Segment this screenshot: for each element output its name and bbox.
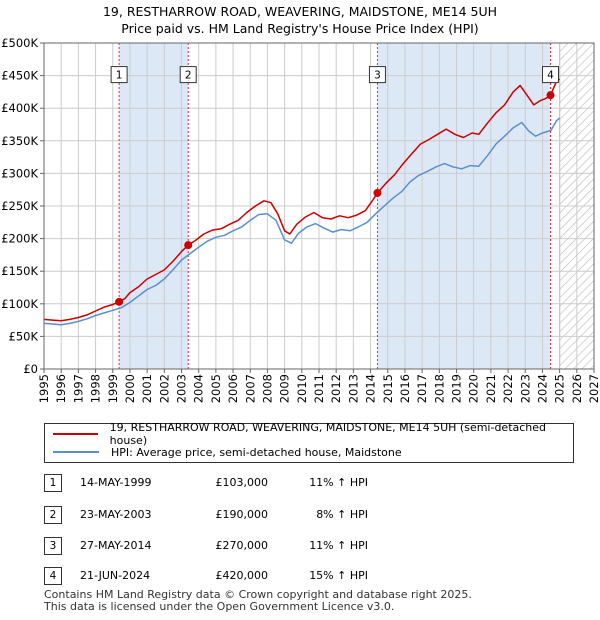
sale-label-box [368, 66, 386, 84]
transaction-hpi: 11% ↑ HPI [309, 476, 368, 489]
transaction-price: £190,000 [215, 508, 269, 521]
x-tick-label: 2022 [501, 374, 515, 403]
transaction-date: 27-MAY-2014 [80, 539, 152, 552]
sale-label-box [179, 66, 197, 84]
x-tick-label: 2010 [295, 374, 309, 403]
chart-legend: 19, RESTHARROW ROAD, WEAVERING, MAIDSTON… [44, 421, 574, 463]
transaction-price: £103,000 [215, 476, 269, 489]
sale-label-text: 3 [374, 70, 381, 82]
table-row: 1 14-MAY-1999 £103,000 11% ↑ HPI [44, 474, 574, 494]
transaction-hpi: 8% ↑ HPI [316, 508, 368, 521]
sale-point [546, 91, 555, 100]
transaction-number: 2 [44, 506, 62, 524]
y-tick-label: £100K [1, 297, 38, 311]
transaction-number: 1 [44, 474, 62, 492]
x-tick-label: 2025 [553, 374, 567, 403]
x-tick-label: 1995 [37, 374, 51, 403]
price-chart: 1 2 3 4 £0 £50K £100K £150K £200K £250K £300K £350K… [1, 36, 600, 403]
transaction-date: 23-MAY-2003 [80, 508, 152, 521]
chart-title-line2: Price paid vs. HM Land Registry's House … [121, 21, 479, 36]
x-tick-label: 2011 [312, 374, 326, 403]
sale-point [115, 297, 124, 306]
x-tick-label: 1998 [89, 374, 103, 403]
sale-label-text: 2 [185, 70, 192, 82]
x-tick-label: 2008 [260, 374, 274, 403]
x-tick-label: 1996 [54, 374, 68, 403]
x-tick-label: 2013 [346, 374, 360, 403]
y-tick-label: £0 [23, 362, 38, 376]
sale-label-text: 1 [116, 70, 123, 82]
x-tick-label: 2021 [484, 374, 498, 403]
transaction-price: £270,000 [215, 539, 269, 552]
y-tick-label: £350K [1, 134, 38, 148]
transaction-date: 21-JUN-2024 [80, 569, 151, 582]
footer-licence: This data is licensed under the Open Gov… [44, 600, 395, 613]
sale-label-box [542, 66, 560, 84]
y-tick-label: £400K [1, 101, 38, 115]
table-row: 4 21-JUN-2024 £420,000 15% ↑ HPI [44, 567, 574, 587]
x-tick-label: 2015 [381, 374, 395, 403]
x-tick-label: 2024 [535, 374, 549, 403]
legend-hpi-swatch [53, 451, 99, 453]
x-tick-label: 2005 [209, 374, 223, 403]
x-tick-label: 1999 [106, 374, 120, 403]
x-tick-label: 2007 [243, 374, 257, 403]
table-row: 3 27-MAY-2014 £270,000 11% ↑ HPI [44, 537, 574, 557]
transaction-date: 14-MAY-1999 [80, 476, 152, 489]
x-tick-label: 2019 [450, 374, 464, 403]
x-tick-label: 2000 [123, 374, 137, 403]
y-tick-label: £250K [1, 199, 38, 213]
x-tick-label: 2018 [432, 374, 446, 403]
x-tick-label: 2004 [192, 374, 206, 403]
table-row: 2 23-MAY-2003 £190,000 8% ↑ HPI [44, 506, 574, 526]
y-tick-label: £50K [9, 329, 39, 343]
x-tick-label: 2003 [175, 374, 189, 403]
x-tick-label: 2017 [415, 374, 429, 403]
x-tick-label: 2001 [140, 374, 154, 403]
legend-property-label: 19, RESTHARROW ROAD, WEAVERING, MAIDSTON… [109, 421, 547, 447]
sale-point [373, 188, 382, 197]
x-tick-label: 2016 [398, 374, 412, 403]
x-tick-label: 2020 [467, 374, 481, 403]
hpi-line [43, 117, 561, 326]
transaction-price: £420,000 [215, 569, 269, 582]
legend-property-swatch [53, 433, 98, 435]
footer-copyright: Contains HM Land Registry data © Crown c… [44, 588, 472, 601]
x-tick-label: 2027 [587, 374, 600, 403]
footer: Contains HM Land Registry data © Crown c… [44, 589, 472, 613]
x-tick-label: 2026 [570, 374, 584, 403]
transaction-number: 3 [44, 537, 62, 555]
sale-label-box [110, 66, 128, 84]
x-tick-label: 2009 [278, 374, 292, 403]
property-price-line [43, 78, 561, 322]
y-tick-label: £450K [1, 69, 38, 83]
x-tick-label: 2012 [329, 374, 343, 403]
y-tick-label: £200K [1, 232, 38, 246]
x-tick-label: 1997 [71, 374, 85, 403]
x-tick-label: 2006 [226, 374, 240, 403]
legend-item-hpi: HPI: Average price, semi-detached house,… [53, 444, 402, 460]
y-tick-label: £150K [1, 264, 38, 278]
x-tick-label: 2023 [518, 374, 532, 403]
sale-point [184, 241, 193, 250]
legend-item-property: 19, RESTHARROW ROAD, WEAVERING, MAIDSTON… [53, 421, 573, 447]
transaction-hpi: 11% ↑ HPI [309, 539, 368, 552]
transaction-number: 4 [44, 567, 62, 585]
y-tick-label: £500K [1, 36, 38, 50]
sale-label-text: 4 [547, 70, 554, 82]
x-tick-label: 2002 [157, 374, 171, 403]
y-tick-label: £300K [1, 166, 38, 180]
chart-title-line1: 19, RESTHARROW ROAD, WEAVERING, MAIDSTON… [102, 4, 498, 19]
x-tick-label: 2014 [364, 374, 378, 403]
transaction-hpi: 15% ↑ HPI [309, 569, 368, 582]
legend-hpi-label: HPI: Average price, semi-detached house,… [111, 445, 402, 459]
